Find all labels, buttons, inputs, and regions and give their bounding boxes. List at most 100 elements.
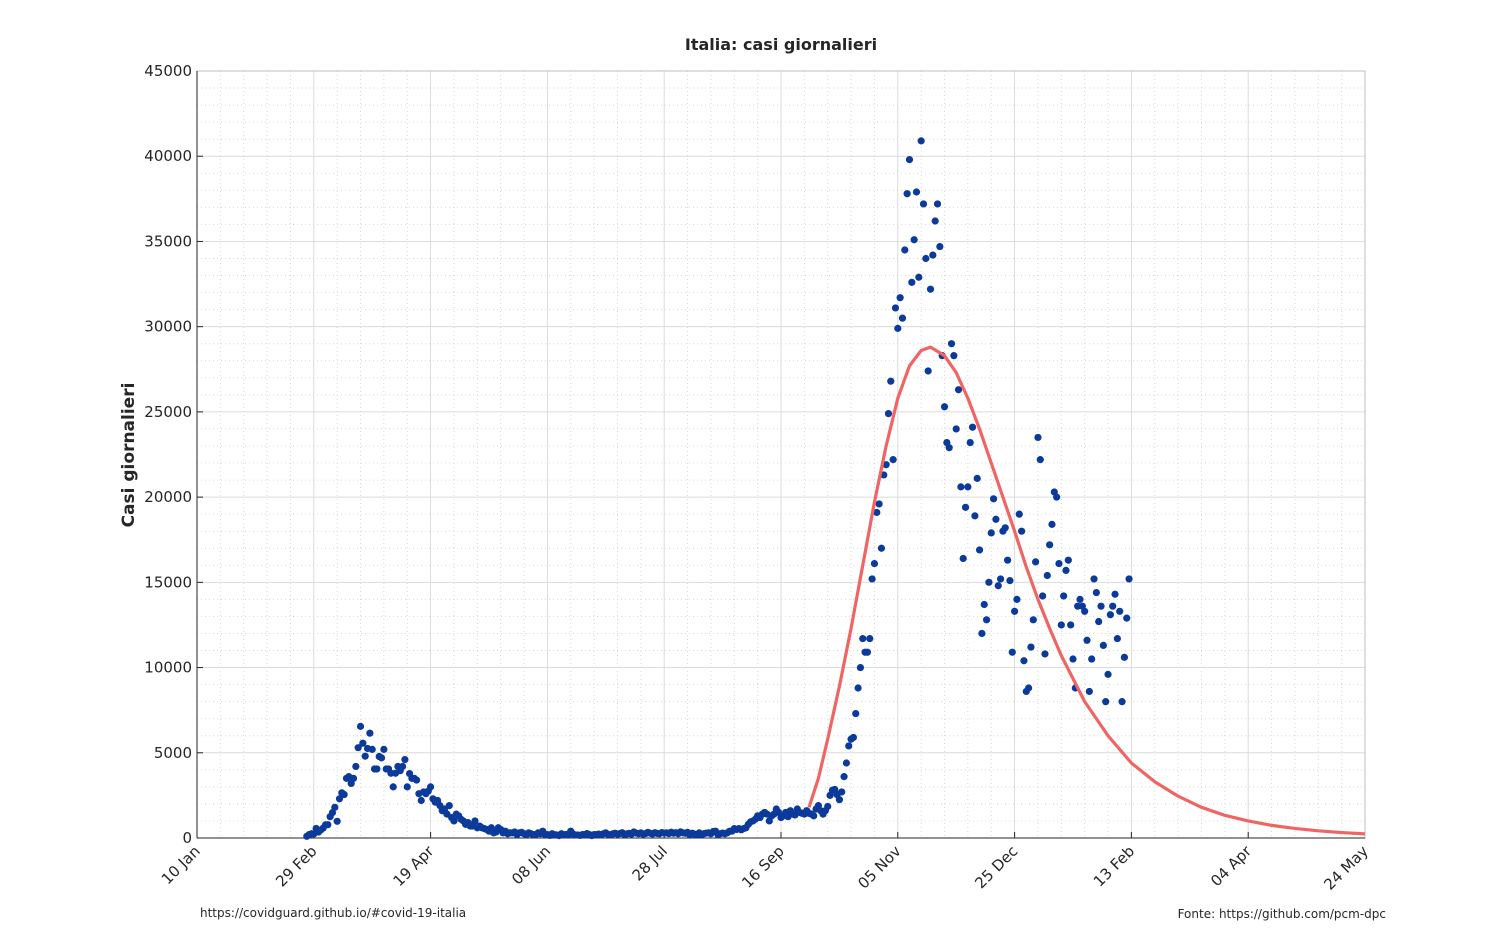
data-point <box>889 456 897 464</box>
data-point <box>868 575 876 583</box>
data-point <box>1067 621 1075 629</box>
data-point <box>333 817 341 825</box>
data-point <box>403 783 411 791</box>
y-tick-label: 30000 <box>144 318 192 336</box>
data-point <box>1001 524 1009 532</box>
data-point <box>1118 698 1126 706</box>
data-point <box>1090 575 1098 583</box>
data-point <box>926 285 935 293</box>
data-point <box>980 600 988 609</box>
data-point <box>1036 456 1044 464</box>
data-point <box>359 739 367 747</box>
data-point <box>968 423 977 431</box>
data-point <box>1083 636 1091 644</box>
data-point <box>340 790 348 799</box>
data-point <box>854 684 862 692</box>
footnote: Fonte: https://github.com/pcm-dpc <box>1178 907 1386 921</box>
data-point <box>994 582 1002 590</box>
data-point <box>896 294 904 302</box>
data-point <box>912 188 921 196</box>
data-point <box>940 403 949 411</box>
y-tick-label: 5000 <box>154 744 192 762</box>
data-point <box>389 783 397 791</box>
data-point <box>1048 520 1056 528</box>
data-point <box>845 742 853 750</box>
data-point <box>1081 607 1089 615</box>
data-point <box>961 503 970 511</box>
footnote: https://covidguard.github.io/#covid-19-i… <box>200 906 466 920</box>
data-point <box>933 200 942 208</box>
data-point <box>1106 611 1114 619</box>
data-point <box>361 752 369 760</box>
data-point <box>985 578 993 586</box>
y-tick-label: 35000 <box>144 232 192 250</box>
data-point <box>1003 556 1012 564</box>
data-point <box>954 386 963 394</box>
data-point <box>929 251 937 259</box>
data-point <box>1064 556 1072 564</box>
data-point <box>1125 575 1133 583</box>
data-point <box>401 755 409 764</box>
data-point <box>873 508 881 517</box>
data-point <box>992 515 1000 523</box>
data-point <box>1055 559 1063 568</box>
data-point <box>964 483 972 491</box>
y-tick-label: 0 <box>182 829 192 847</box>
data-point <box>349 774 358 782</box>
data-point <box>987 529 995 537</box>
data-point <box>919 200 928 208</box>
data-point <box>870 559 879 568</box>
data-point <box>1053 493 1061 501</box>
data-point <box>1111 590 1119 598</box>
data-point <box>884 409 893 418</box>
data-point <box>1109 602 1117 610</box>
data-point <box>1043 571 1051 580</box>
data-point <box>417 796 425 805</box>
data-point <box>366 729 374 737</box>
data-point <box>971 512 979 520</box>
data-point <box>824 802 832 811</box>
y-tick-label: 40000 <box>144 147 192 165</box>
y-tick-label: 15000 <box>144 573 192 591</box>
data-point <box>924 367 932 375</box>
data-point <box>412 776 421 784</box>
data-point <box>866 634 874 643</box>
data-point <box>903 190 911 198</box>
data-point <box>331 803 339 811</box>
data-point <box>849 733 858 742</box>
fit-line <box>807 345 1366 836</box>
data-point <box>1099 641 1107 649</box>
data-point <box>1104 670 1112 678</box>
data-point <box>1006 577 1014 585</box>
data-point <box>1018 527 1026 535</box>
data-point <box>959 554 967 563</box>
data-point <box>887 377 895 385</box>
data-point <box>1113 634 1121 643</box>
data-point <box>427 783 435 791</box>
data-point <box>1027 643 1035 651</box>
data-point <box>1032 558 1040 566</box>
y-axis-label: Casi giornalieri <box>119 383 139 528</box>
data-point <box>840 773 848 781</box>
data-point <box>894 324 902 332</box>
data-point <box>835 796 844 804</box>
data-point <box>917 137 925 145</box>
data-point <box>957 483 965 491</box>
data-point <box>1088 655 1096 663</box>
data-point <box>1102 698 1110 706</box>
data-point <box>1069 655 1077 663</box>
y-tick-label: 45000 <box>144 62 192 80</box>
data-point <box>982 616 991 624</box>
data-point <box>1095 617 1103 626</box>
data-point <box>335 795 344 803</box>
y-tick-label: 10000 <box>144 659 192 677</box>
data-point <box>996 575 1005 583</box>
data-point <box>1085 687 1093 696</box>
data-point <box>1008 648 1016 656</box>
data-point <box>1120 653 1128 661</box>
data-point <box>978 629 986 638</box>
data-point <box>908 278 916 286</box>
data-point <box>1034 433 1042 442</box>
data-point <box>915 273 923 281</box>
